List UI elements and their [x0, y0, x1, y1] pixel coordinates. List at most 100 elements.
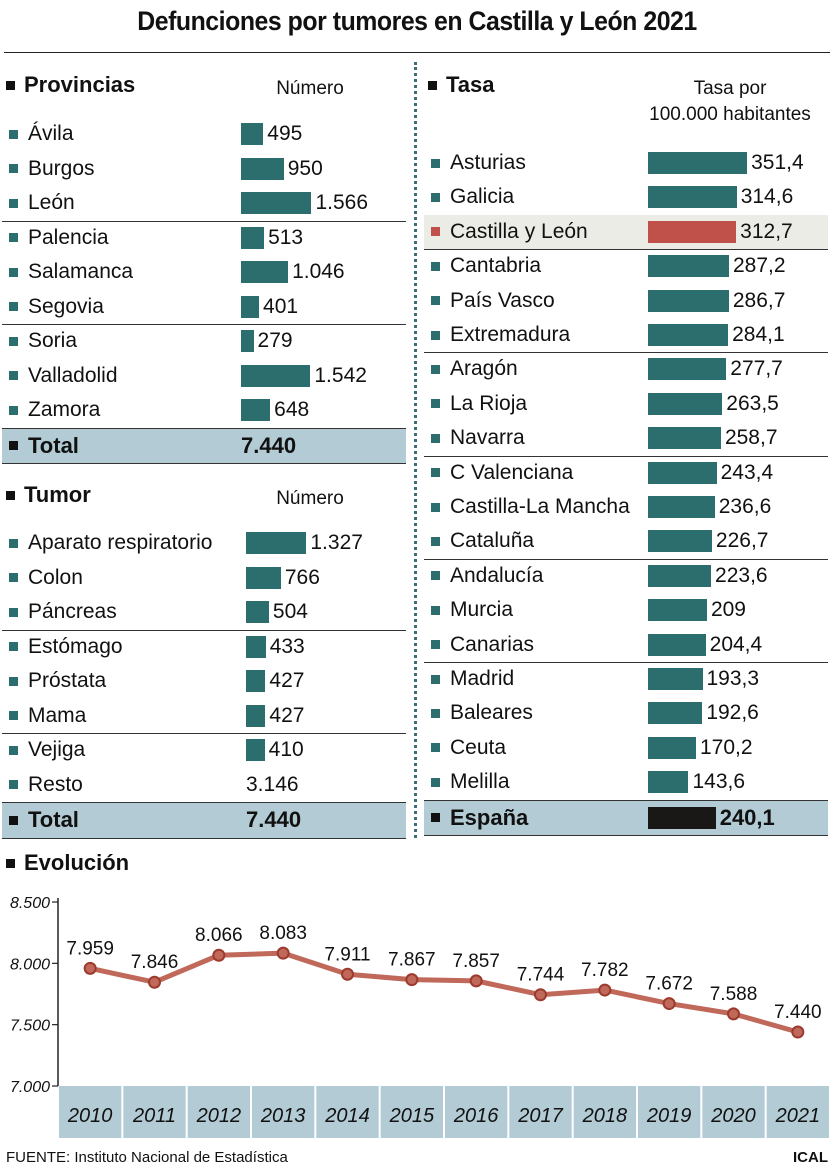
- row-label: Páncreas: [28, 600, 117, 623]
- x-category-band: [123, 1086, 186, 1138]
- row-label: Canarias: [450, 632, 535, 656]
- bar: [648, 255, 729, 278]
- brand-logo: ICAL: [793, 1149, 828, 1166]
- heading-square-icon: [6, 490, 15, 500]
- group-divider: [424, 662, 828, 663]
- list-item: Segovia: [4, 290, 104, 324]
- source-note: FUENTE: Instituto Nacional de Estadístic…: [6, 1149, 288, 1166]
- list-item: Vejiga: [4, 733, 85, 767]
- data-label: 7.857: [452, 951, 500, 972]
- bullet-square-icon: [431, 640, 440, 650]
- list-item: Zamora: [4, 393, 100, 427]
- x-category-band: [766, 1086, 829, 1138]
- x-category-band: [59, 1086, 122, 1138]
- bullet-square-icon: [431, 743, 440, 753]
- x-tick-label: 2019: [646, 1105, 692, 1127]
- bullet-square-icon: [431, 433, 440, 443]
- group-divider: [2, 733, 406, 734]
- value-label: 427: [269, 669, 305, 692]
- bar: [648, 289, 729, 312]
- provincias-column-header: Número: [276, 78, 344, 99]
- x-tick-label: 2021: [775, 1105, 821, 1127]
- value-label: 3.146: [246, 772, 299, 796]
- tumor-heading: Tumor: [6, 482, 91, 508]
- bullet-square-icon: [9, 607, 18, 617]
- total-value: 7.440: [246, 807, 302, 832]
- list-item: C Valenciana: [426, 456, 573, 490]
- x-tick-label: 2011: [132, 1105, 176, 1127]
- tumor-column-header: Número: [276, 488, 344, 509]
- total-label: Total: [28, 432, 79, 458]
- row-label: Palencia: [28, 225, 109, 249]
- data-point: [662, 997, 676, 1011]
- group-divider: [424, 249, 828, 251]
- list-item: Soria: [4, 324, 77, 358]
- group-divider: [2, 324, 406, 325]
- data-label: 7.672: [645, 974, 693, 995]
- value-label: 513: [268, 225, 304, 249]
- tumor-heading-label: Tumor: [24, 482, 91, 507]
- row-label: Resto: [28, 772, 83, 796]
- y-tick-label: 8.000: [10, 956, 50, 973]
- list-item: Burgos: [4, 152, 95, 186]
- value-label: 1.046: [292, 260, 345, 283]
- value-label: 504: [272, 600, 308, 623]
- bar: [241, 192, 312, 214]
- row-label: Cantabria: [450, 254, 542, 278]
- list-item: Salamanca: [4, 255, 133, 289]
- value-label: 648: [274, 398, 310, 421]
- row-label: Soria: [28, 329, 78, 352]
- list-item: Asturias: [426, 146, 526, 180]
- list-item: León: [4, 186, 75, 220]
- bar: [648, 461, 717, 484]
- row-label: Aragón: [450, 357, 518, 381]
- row-label: Ceuta: [450, 735, 507, 759]
- value-label: 223,6: [715, 563, 768, 587]
- bar: [241, 364, 311, 387]
- data-point: [534, 988, 547, 1002]
- total-value: 240,1: [719, 804, 775, 830]
- total-row: Total: [4, 429, 79, 463]
- bullet-square-icon: [9, 538, 18, 548]
- evolucion-heading: Evolución: [6, 850, 129, 876]
- bullet-square-icon: [431, 399, 440, 409]
- bar: [246, 739, 265, 761]
- list-item: Ceuta: [426, 731, 506, 765]
- x-tick-label: 2014: [324, 1105, 370, 1127]
- value-label: 1.327: [310, 531, 363, 554]
- value-label: 236,6: [718, 495, 772, 518]
- row-label: País Vasco: [450, 288, 555, 312]
- bar: [648, 324, 729, 346]
- row-label: Zamora: [28, 398, 101, 421]
- value-label: 143,6: [692, 770, 746, 794]
- tasa-heading-label: Tasa: [446, 72, 495, 97]
- list-item: Ávila: [4, 117, 74, 151]
- group-divider: [424, 558, 828, 560]
- list-item: Mama: [4, 699, 86, 733]
- value-label: 1.566: [315, 191, 369, 214]
- total-label: Total: [28, 807, 79, 832]
- list-item: Valladolid: [4, 359, 118, 393]
- value-label: 286,7: [732, 288, 786, 312]
- data-label: 8.083: [259, 923, 307, 944]
- bar: [648, 771, 689, 794]
- tasa-column-header-line1: Tasa por: [693, 78, 767, 99]
- bullet-square-icon: [9, 198, 18, 208]
- data-point: [598, 983, 612, 997]
- bar: [246, 635, 266, 658]
- list-item: Extremadura: [426, 318, 570, 352]
- bullet-square-icon: [9, 441, 18, 450]
- row-label: Próstata: [28, 669, 107, 692]
- bullet-square-icon: [9, 780, 18, 789]
- list-item: Páncreas: [4, 595, 117, 629]
- row-label: Colon: [28, 565, 83, 589]
- list-item: Canarias: [426, 628, 534, 662]
- bar: [241, 330, 254, 352]
- heading-square-icon: [6, 80, 15, 90]
- bar: [241, 226, 265, 249]
- bullet-square-icon: [9, 233, 18, 242]
- value-label: 950: [287, 156, 323, 180]
- value-label: 433: [269, 634, 305, 658]
- bar: [648, 599, 707, 622]
- y-tick-label: 7.000: [10, 1079, 50, 1096]
